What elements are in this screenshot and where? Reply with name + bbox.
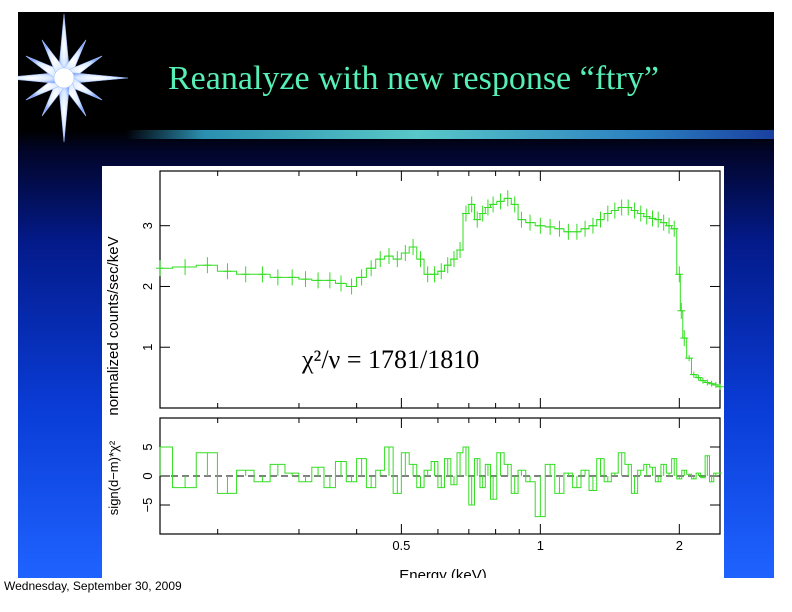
residual-y-axis-label: sign(d−m)*χ²	[106, 440, 121, 515]
y-tick-label: 3	[140, 222, 155, 229]
x-axis-label: Energy (keV)	[399, 567, 487, 578]
fit-statistic-annotation: χ²/ν = 1781/1810	[301, 345, 479, 374]
x-tick-label: 0.5	[392, 538, 410, 553]
spectrum-axes: 1 2 3	[140, 170, 721, 409]
residual-series	[159, 446, 722, 518]
title-underline	[126, 130, 774, 139]
y-tick-label: −5	[140, 498, 155, 513]
y-tick-label: 5	[140, 443, 155, 450]
spectrum-chart: 1 2 3 −5 0 5 0.5 1 2 χ²/ν = 1781/1810 normalize…	[105, 170, 724, 578]
axes-frame	[159, 170, 721, 409]
y-tick-label: 1	[140, 344, 155, 351]
footer-date: Wednesday, September 30, 2009	[4, 579, 182, 593]
y-tick-label: 0	[140, 472, 155, 479]
x-tick-label: 1	[537, 538, 544, 553]
y-tick-label: 2	[140, 283, 155, 290]
spectrum-series	[156, 190, 724, 390]
star-core	[53, 67, 75, 89]
chart-panel: 1 2 3 −5 0 5 0.5 1 2 χ²/ν = 1781/1810 normalize…	[102, 166, 724, 578]
page-title: Reanalyze with new response “ftry”	[168, 60, 659, 97]
slide: Reanalyze with new response “ftry” 1 2 3 −…	[18, 12, 774, 578]
x-tick-label: 2	[676, 538, 683, 553]
star-icon	[18, 13, 129, 143]
spectrum-y-axis-label: normalized counts/sec/keV	[105, 236, 122, 415]
